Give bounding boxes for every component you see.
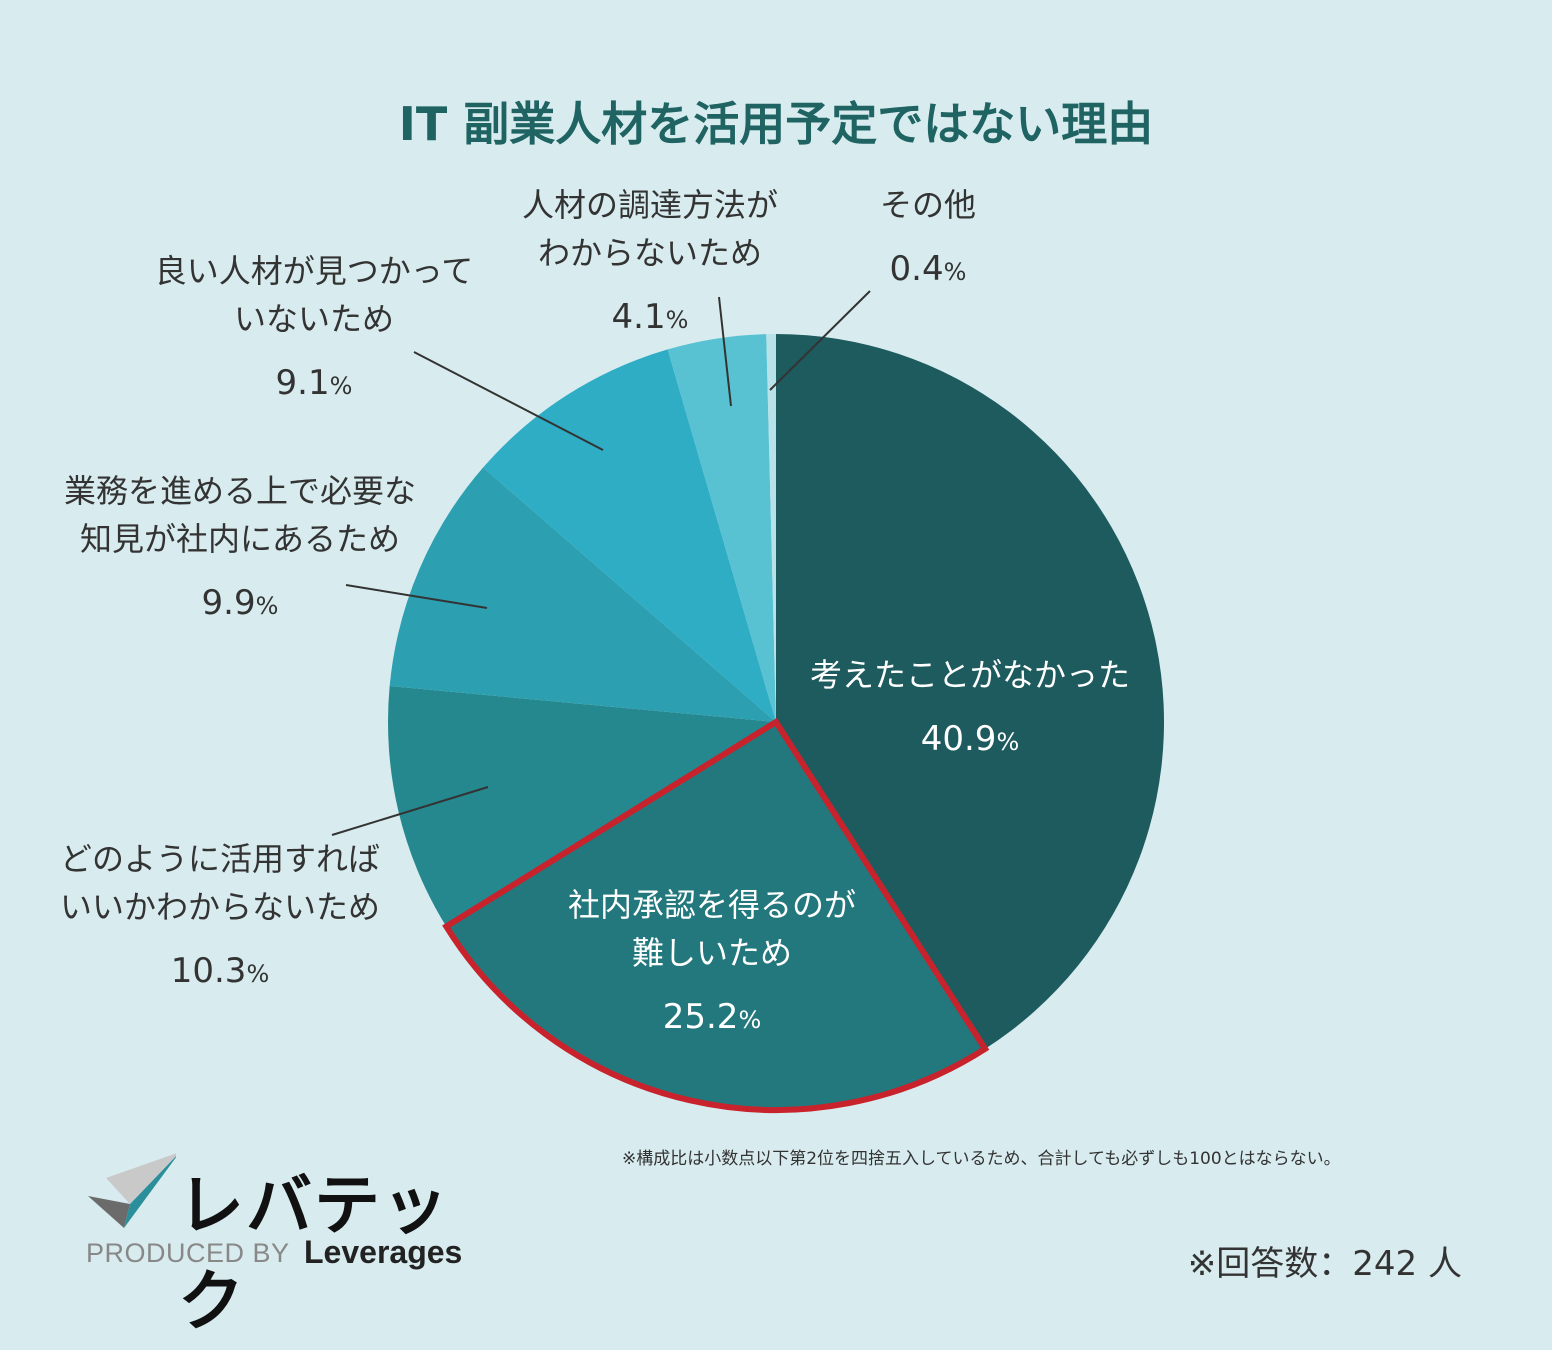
pie-slice-7 <box>766 334 776 722</box>
slice-value-4: 9.9% <box>202 583 279 623</box>
slice-label-3-line-1: どのように活用すれば <box>60 840 380 878</box>
leader-line-7 <box>769 290 871 391</box>
leader-lines <box>331 290 871 836</box>
pie-slice-6 <box>667 334 776 722</box>
slice-label-2-line-1: 社内承認を得るのが <box>568 886 856 924</box>
slice-label-4-line-2: 知見が社内にあるため <box>80 520 400 558</box>
leverages-logo: レバテック PRODUCED BY Leverages <box>86 1148 486 1340</box>
pie-slice-3 <box>388 686 776 927</box>
logo-brand: Leverages <box>304 1234 463 1270</box>
respondent-count: ※回答数：242 人 <box>1187 1244 1462 1284</box>
slice-value-6: 4.1% <box>612 297 689 337</box>
slice-label-5-line-2: いないため <box>234 300 394 338</box>
slice-label-7-line-1: その他 <box>880 186 976 224</box>
slice-label-5-line-1: 良い人材が見つかって <box>155 252 473 290</box>
chart-title: IT 副業人材を活用予定ではない理由 <box>399 97 1154 151</box>
leader-line-3 <box>331 786 489 836</box>
logo-wordmark: レバテック <box>178 1167 450 1340</box>
logo-produced-by: PRODUCED BY <box>86 1238 290 1268</box>
pie-slice-5 <box>483 349 776 722</box>
slice-value-7: 0.4% <box>890 249 967 289</box>
slice-label-3-line-2: いいかわからないため <box>60 888 380 926</box>
slice-label-2-line-2: 難しいため <box>632 934 792 972</box>
pie-slices <box>388 334 1165 1113</box>
slice-label-4-line-1: 業務を進める上で必要な <box>64 472 416 510</box>
leader-line-6 <box>718 296 732 407</box>
slice-value-3: 10.3% <box>171 951 270 991</box>
highlight-border <box>442 717 990 1113</box>
slice-value-5: 9.1% <box>276 363 353 403</box>
pie-slice-2 <box>446 722 986 1111</box>
checkmark-logo-icon <box>88 1153 176 1228</box>
footnote: ※構成比は小数点以下第2位を四捨五入しているため、合計しても必ずしも100とはな… <box>622 1149 1341 1169</box>
slice-label-6-line-1: 人材の調達方法が <box>522 186 778 224</box>
leader-line-5 <box>413 351 604 451</box>
pie-slice-4 <box>389 467 776 722</box>
slice-label-6-line-2: わからないため <box>538 234 762 272</box>
slice-labels: 考えたことがなかった40.9%社内承認を得るのが難しいため25.2%どのように活… <box>60 186 1130 1037</box>
slice-label-1-line-1: 考えたことがなかった <box>810 656 1130 694</box>
leader-line-4 <box>345 584 488 609</box>
